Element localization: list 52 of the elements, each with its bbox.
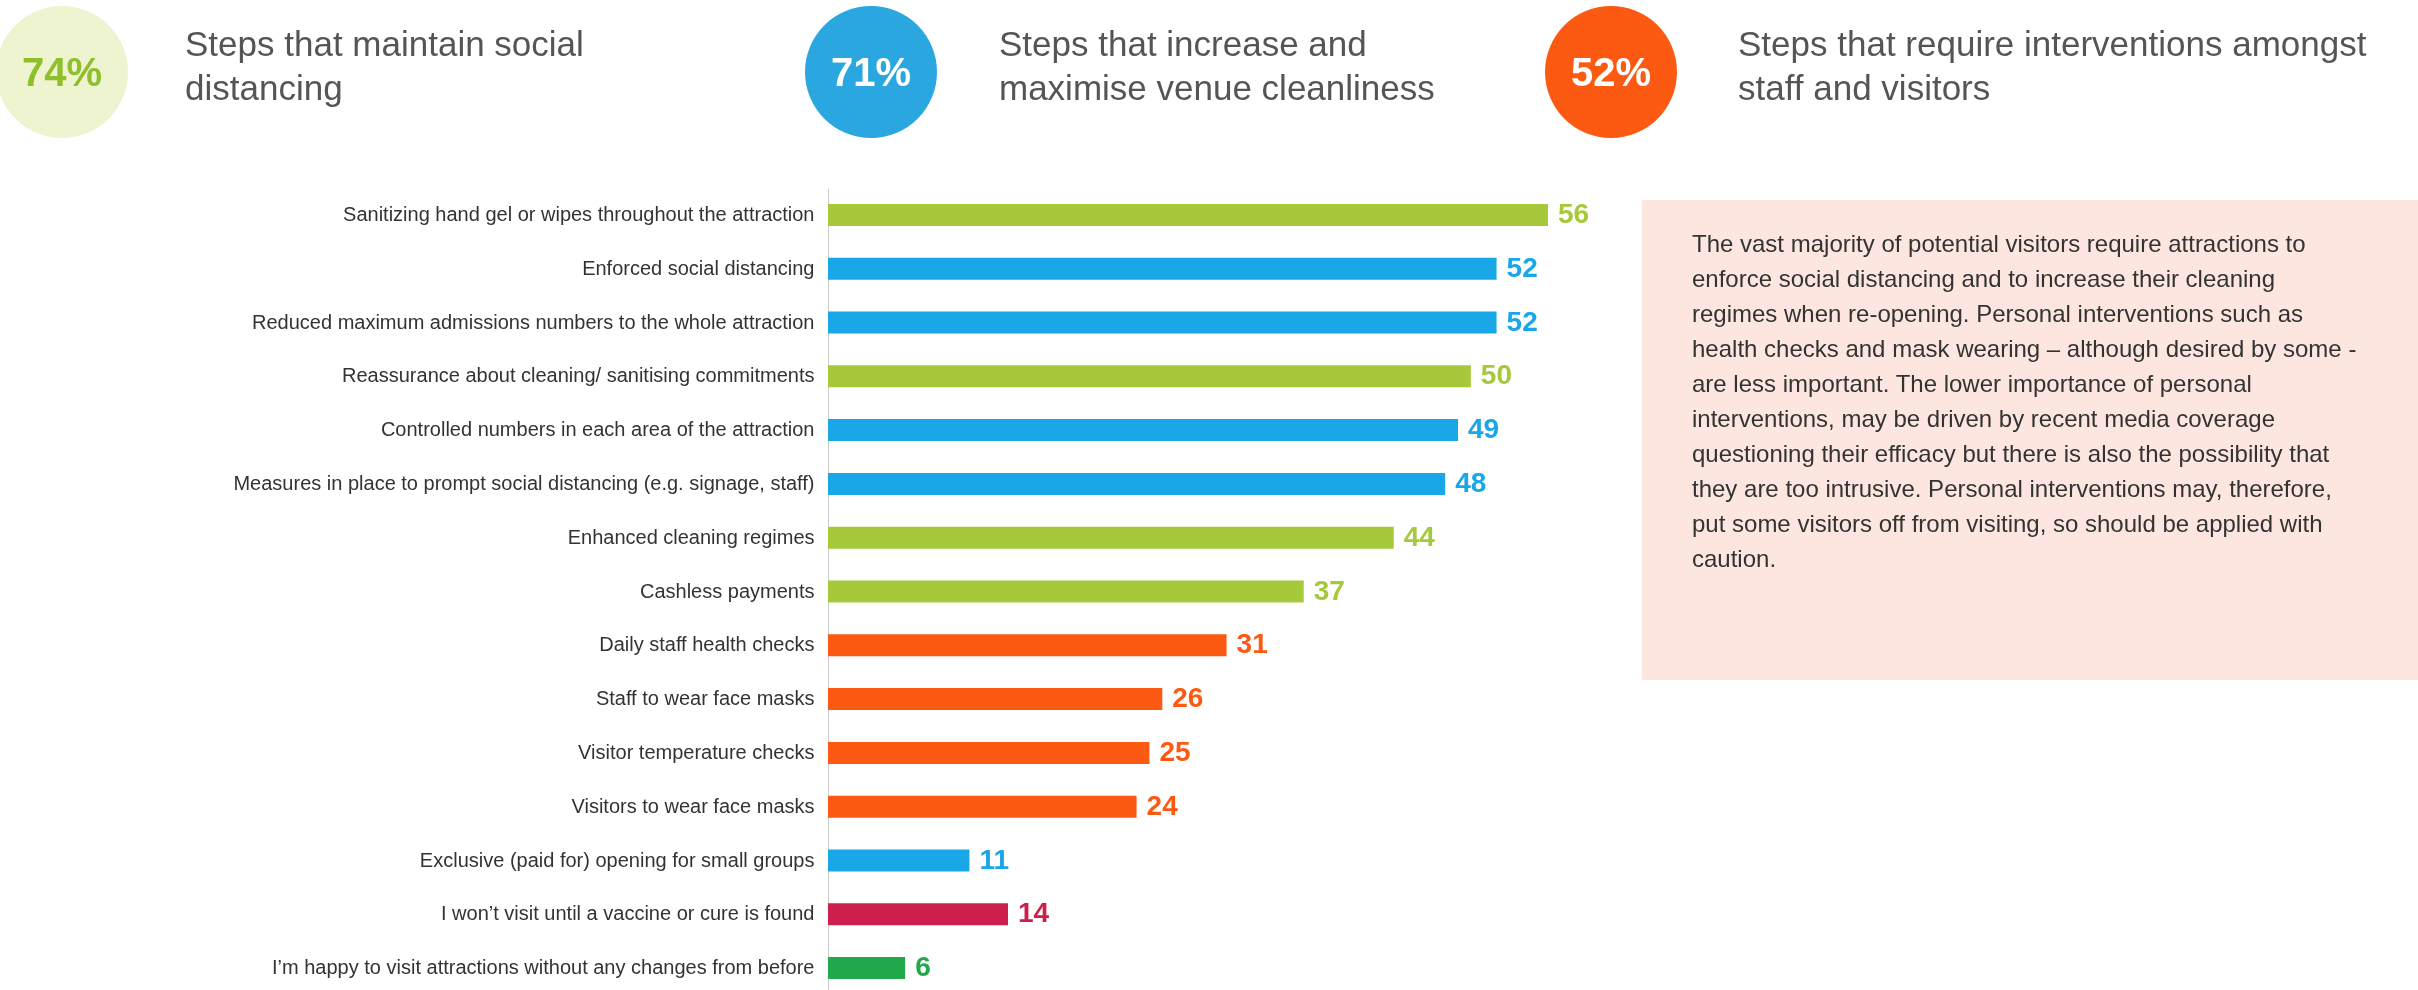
data-label: 25 bbox=[1159, 735, 1191, 767]
bar bbox=[828, 634, 1227, 657]
bar bbox=[828, 903, 1008, 926]
y-tick-label: Staff to wear face masks bbox=[595, 687, 815, 710]
bar bbox=[828, 365, 1471, 388]
text: Steps that increase and maximise venue cleanliness bbox=[999, 23, 1436, 109]
text: Steps that maintain social distancing bbox=[185, 23, 585, 109]
data-label: 11 bbox=[979, 843, 1010, 875]
y-tick-label: I won’t visit until a vaccine or cure is found bbox=[440, 902, 815, 925]
data-label: 37 bbox=[1313, 574, 1345, 606]
y-tick-label: Enhanced cleaning regimes bbox=[567, 525, 815, 548]
bar bbox=[828, 526, 1394, 549]
bar bbox=[828, 203, 1548, 226]
data-label: 48 bbox=[1455, 466, 1487, 498]
bar bbox=[828, 311, 1497, 334]
data-label: 52 bbox=[1506, 251, 1538, 283]
y-tick-label: Daily staff health checks bbox=[599, 633, 815, 656]
data-label: 50 bbox=[1480, 359, 1513, 391]
y-tick-label: Cashless payments bbox=[639, 579, 815, 602]
data-label: 52 bbox=[1506, 305, 1538, 337]
y-tick-label: Visitors to wear face masks bbox=[571, 794, 815, 817]
y-tick-label: I’m happy to visit attractions without any changes from before bbox=[272, 956, 815, 979]
bar bbox=[828, 419, 1458, 442]
circle-badge: 74% bbox=[0, 6, 128, 138]
data-label: 44 bbox=[1403, 520, 1436, 552]
y-tick-label: Reduced maximum admissions numbers to the whole attraction bbox=[252, 310, 815, 333]
data-label: 14 bbox=[1018, 897, 1050, 929]
data-label: 26 bbox=[1172, 682, 1204, 714]
bar bbox=[828, 795, 1137, 818]
y-tick-label: Measures in place to prompt social distancing (e.g. signage, staff) bbox=[233, 471, 815, 494]
data-label: 56 bbox=[1558, 197, 1590, 229]
bar bbox=[828, 688, 1163, 711]
y-tick-label: Exclusive (paid for) opening for small groups bbox=[419, 848, 815, 871]
y-tick-label: Visitor temperature checks bbox=[578, 740, 815, 763]
y-tick-label: Enforced social distancing bbox=[582, 256, 815, 279]
data-label: 31 bbox=[1236, 628, 1268, 660]
circle-badge: 52% bbox=[1545, 6, 1677, 138]
data-label: 49 bbox=[1468, 413, 1500, 445]
bar bbox=[828, 580, 1304, 603]
data-label: 24 bbox=[1146, 789, 1179, 821]
bar bbox=[828, 741, 1150, 764]
bar bbox=[828, 472, 1446, 495]
text: Steps that require interventions amongst staff and visitors bbox=[1738, 23, 2368, 109]
text: The vast majority of potential visitors require attractions to enforce social distancing and to increase their cleaning regimes when re-opening. Personal interventions such as health checks and mask wearing – although desired by some - are less important. The lower importance of personal interventions, may be driven by recent media coverage questioning their efficacy but there is also the possibility that they are too intrusive. Personal interventions may, therefore, put some visitors off from visiting, so should be applied with caution. bbox=[1692, 230, 2357, 572]
y-tick-label: Sanitizing hand gel or wipes throughout the attraction bbox=[343, 202, 815, 225]
y-tick-label: Controlled numbers in each area of the attraction bbox=[380, 418, 815, 441]
circle-badge: 71% bbox=[805, 6, 937, 138]
data-label: 6 bbox=[915, 951, 931, 983]
bar bbox=[828, 257, 1497, 280]
bar bbox=[828, 957, 906, 980]
y-tick-label: Reassurance about cleaning/ sanitising commitments bbox=[342, 364, 815, 387]
bar bbox=[828, 849, 970, 872]
